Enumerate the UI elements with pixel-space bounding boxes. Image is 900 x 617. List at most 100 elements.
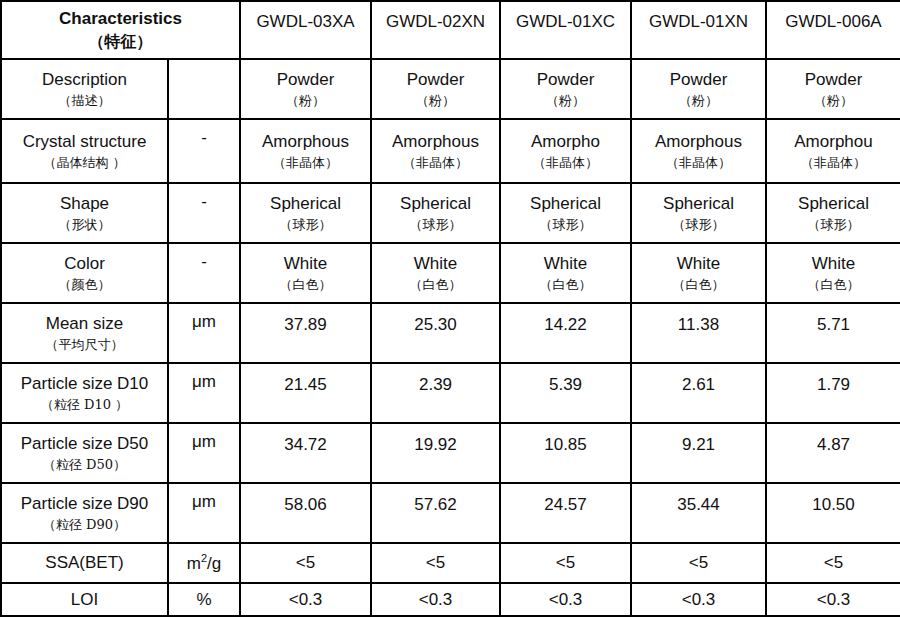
row-unit-ssa-bet: m2/g: [168, 543, 240, 583]
cell-value: Amorphous: [632, 129, 765, 155]
cell-description-gwdl-006a: Powder（粉）: [766, 59, 900, 119]
row-label-text: Particle size D50: [2, 431, 167, 457]
cell-value: 10.50: [767, 492, 900, 518]
cell-particle-size-d50-gwdl-006a: 4.87: [766, 423, 900, 483]
cell-description-gwdl-02xn: Powder（粉）: [371, 59, 500, 119]
cell-value: <5: [632, 550, 765, 576]
row-label-mean-size: Mean size（平均尺寸）: [1, 303, 168, 363]
table-row-particle-size-d10: Particle size D10（粒径 D10 ）μm21.452.395.3…: [1, 363, 900, 423]
cell-value-cn: （非晶体）: [241, 154, 370, 173]
cell-particle-size-d90-gwdl-01xn: 35.44: [631, 483, 766, 543]
cell-color-gwdl-03xa: White（白色）: [240, 243, 371, 303]
cell-value: White: [241, 251, 370, 277]
cell-value: Amorphous: [241, 129, 370, 155]
cell-ssa-bet-gwdl-006a: <5: [766, 543, 900, 583]
cell-value: 57.62: [372, 492, 499, 518]
row-label-particle-size-d90: Particle size D90（粒径 D90）: [1, 483, 168, 543]
cell-value-cn: （粉）: [632, 92, 765, 111]
row-label-text-cn: （平均尺寸）: [2, 336, 167, 355]
cell-shape-gwdl-02xn: Spherical（球形）: [371, 183, 500, 243]
cell-description-gwdl-03xa: Powder（粉）: [240, 59, 371, 119]
cell-value: <5: [501, 550, 630, 576]
row-label-text-cn: （晶体结构 ）: [2, 154, 167, 173]
cell-mean-size-gwdl-006a: 5.71: [766, 303, 900, 363]
cell-value: 14.22: [501, 312, 630, 338]
cell-value: 25.30: [372, 312, 499, 338]
cell-description-gwdl-01xn: Powder（粉）: [631, 59, 766, 119]
cell-value: 4.87: [767, 432, 900, 458]
row-unit-mean-size: μm: [168, 303, 240, 363]
row-label-text: Description: [2, 67, 167, 93]
cell-value-cn: （球形）: [632, 216, 765, 235]
cell-value: 2.61: [632, 372, 765, 398]
cell-value-cn: （球形）: [372, 216, 499, 235]
cell-value: <5: [241, 550, 370, 576]
cell-value: 37.89: [241, 312, 370, 338]
cell-crystal-structure-gwdl-01xn: Amorphous（非晶体）: [631, 119, 766, 183]
row-label-text: Shape: [2, 191, 167, 217]
row-label-crystal-structure: Crystal structure（晶体结构 ）: [1, 119, 168, 183]
table-row-particle-size-d50: Particle size D50（粒径 D50）μm34.7219.9210.…: [1, 423, 900, 483]
cell-value: 24.57: [501, 492, 630, 518]
cell-ssa-bet-gwdl-02xn: <5: [371, 543, 500, 583]
cell-particle-size-d90-gwdl-03xa: 58.06: [240, 483, 371, 543]
cell-loi-gwdl-03xa: <0.3: [240, 583, 371, 616]
row-unit-loi: %: [168, 583, 240, 616]
cell-value: 2.39: [372, 372, 499, 398]
row-unit-particle-size-d90: μm: [168, 483, 240, 543]
cell-value: Amorphou: [767, 129, 900, 155]
row-unit-description: [168, 59, 240, 119]
cell-value-cn: （球形）: [501, 216, 630, 235]
row-label-particle-size-d50: Particle size D50（粒径 D50）: [1, 423, 168, 483]
table-row-loi: LOI%<0.3<0.3<0.3<0.3<0.3: [1, 583, 900, 616]
row-label-text-cn: （粒径 D50）: [2, 456, 167, 475]
spec-table-body: Description（描述）Powder（粉）Powder（粉）Powder（…: [1, 59, 900, 616]
header-characteristics-label-cn: （特征）: [2, 32, 239, 53]
cell-value: 35.44: [632, 492, 765, 518]
cell-value: <0.3: [241, 587, 370, 613]
cell-value-cn: （球形）: [767, 216, 900, 235]
cell-value: 58.06: [241, 492, 370, 518]
table-row-ssa-bet: SSA(BET)m2/g<5<5<5<5<5: [1, 543, 900, 583]
cell-value: <0.3: [372, 587, 499, 613]
cell-ssa-bet-gwdl-01xc: <5: [500, 543, 631, 583]
cell-value: 11.38: [632, 312, 765, 338]
cell-crystal-structure-gwdl-02xn: Amorphous（非晶体）: [371, 119, 500, 183]
cell-crystal-structure-gwdl-006a: Amorphou（非晶体）: [766, 119, 900, 183]
cell-loi-gwdl-02xn: <0.3: [371, 583, 500, 616]
cell-shape-gwdl-01xn: Spherical（球形）: [631, 183, 766, 243]
cell-shape-gwdl-01xc: Spherical（球形）: [500, 183, 631, 243]
header-product-gwdl-006a: GWDL-006A: [766, 1, 900, 59]
cell-value: <0.3: [632, 587, 765, 613]
cell-description-gwdl-01xc: Powder（粉）: [500, 59, 631, 119]
cell-value: Powder: [372, 67, 499, 93]
header-characteristics-label: Characteristics: [2, 7, 239, 32]
row-label-particle-size-d10: Particle size D10（粒径 D10 ）: [1, 363, 168, 423]
row-label-text: Particle size D90: [2, 491, 167, 517]
cell-value: Powder: [241, 67, 370, 93]
cell-value: Powder: [501, 67, 630, 93]
header-characteristics: Characteristics （特征）: [1, 1, 240, 59]
cell-value-cn: （粉）: [501, 92, 630, 111]
cell-value: Spherical: [767, 191, 900, 217]
table-row-mean-size: Mean size（平均尺寸）μm37.8925.3014.2211.385.7…: [1, 303, 900, 363]
cell-value: Spherical: [372, 191, 499, 217]
cell-value: <5: [372, 550, 499, 576]
cell-particle-size-d50-gwdl-02xn: 19.92: [371, 423, 500, 483]
cell-value: 10.85: [501, 432, 630, 458]
cell-value-cn: （非晶体）: [501, 154, 630, 173]
row-label-text: SSA(BET): [2, 550, 167, 576]
cell-particle-size-d10-gwdl-03xa: 21.45: [240, 363, 371, 423]
cell-color-gwdl-01xn: White（白色）: [631, 243, 766, 303]
cell-loi-gwdl-01xc: <0.3: [500, 583, 631, 616]
cell-particle-size-d90-gwdl-02xn: 57.62: [371, 483, 500, 543]
cell-value-cn: （粉）: [372, 92, 499, 111]
cell-crystal-structure-gwdl-01xc: Amorpho（非晶体）: [500, 119, 631, 183]
cell-value: White: [632, 251, 765, 277]
cell-value-cn: （球形）: [241, 216, 370, 235]
cell-value-cn: （白色）: [632, 276, 765, 295]
cell-particle-size-d10-gwdl-02xn: 2.39: [371, 363, 500, 423]
cell-shape-gwdl-03xa: Spherical（球形）: [240, 183, 371, 243]
cell-mean-size-gwdl-01xn: 11.38: [631, 303, 766, 363]
cell-value-cn: （粉）: [767, 92, 900, 111]
